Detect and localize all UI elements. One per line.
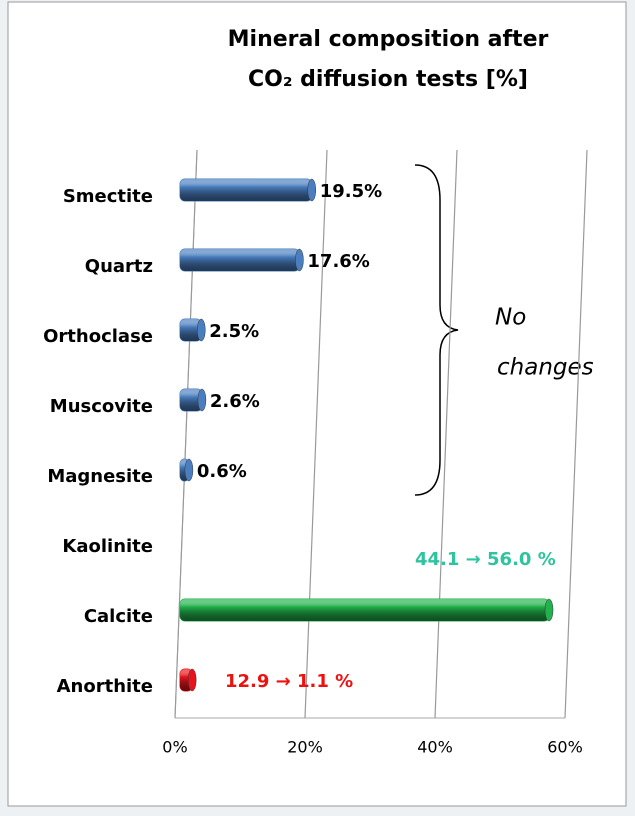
bar-shade bbox=[180, 599, 549, 621]
grid-line bbox=[564, 149, 588, 719]
annotation: changes bbox=[497, 355, 594, 381]
value-label: 2.6% bbox=[210, 391, 260, 412]
bar-shade bbox=[180, 319, 202, 341]
x-tick-label: 40% bbox=[417, 738, 453, 757]
grid-line bbox=[304, 149, 328, 719]
value-label: 19.5% bbox=[320, 181, 382, 202]
grid-line bbox=[174, 149, 198, 719]
bar-shade bbox=[180, 179, 312, 201]
chart-title: Mineral composition after bbox=[228, 27, 549, 52]
y-tick-label: Orthoclase bbox=[43, 326, 153, 347]
bar-cap bbox=[307, 178, 316, 202]
y-tick-label: Calcite bbox=[84, 606, 153, 627]
y-tick-label: Kaolinite bbox=[62, 536, 153, 557]
bar-cap bbox=[197, 318, 206, 342]
y-tick-label: Muscovite bbox=[50, 396, 153, 417]
chart-title: CO₂ diffusion tests [%] bbox=[248, 67, 528, 92]
x-tick-label: 60% bbox=[547, 738, 583, 757]
y-tick-label: Magnesite bbox=[47, 466, 153, 487]
value-label: 0.6% bbox=[197, 461, 247, 482]
value-label: 12.9 → 1.1 % bbox=[225, 671, 353, 692]
bar-cap bbox=[544, 598, 554, 622]
bar-shade bbox=[180, 389, 202, 411]
bar-cap bbox=[197, 388, 207, 412]
value-label: 17.6% bbox=[307, 251, 369, 272]
bar-cap bbox=[295, 248, 304, 272]
bar-cap bbox=[184, 458, 194, 482]
value-label: 44.1 → 56.0 % bbox=[415, 549, 556, 570]
y-tick-label: Quartz bbox=[85, 256, 153, 277]
x-tick-label: 0% bbox=[162, 738, 187, 757]
brace bbox=[414, 164, 459, 496]
annotation: No bbox=[495, 305, 526, 331]
grid-line bbox=[434, 149, 458, 719]
bar-shade bbox=[180, 249, 300, 271]
y-tick-label: Anorthite bbox=[57, 676, 153, 697]
y-tick-label: Smectite bbox=[63, 186, 153, 207]
value-label: 2.5% bbox=[209, 321, 259, 342]
bar-cap bbox=[187, 668, 197, 692]
x-tick-label: 20% bbox=[287, 738, 323, 757]
